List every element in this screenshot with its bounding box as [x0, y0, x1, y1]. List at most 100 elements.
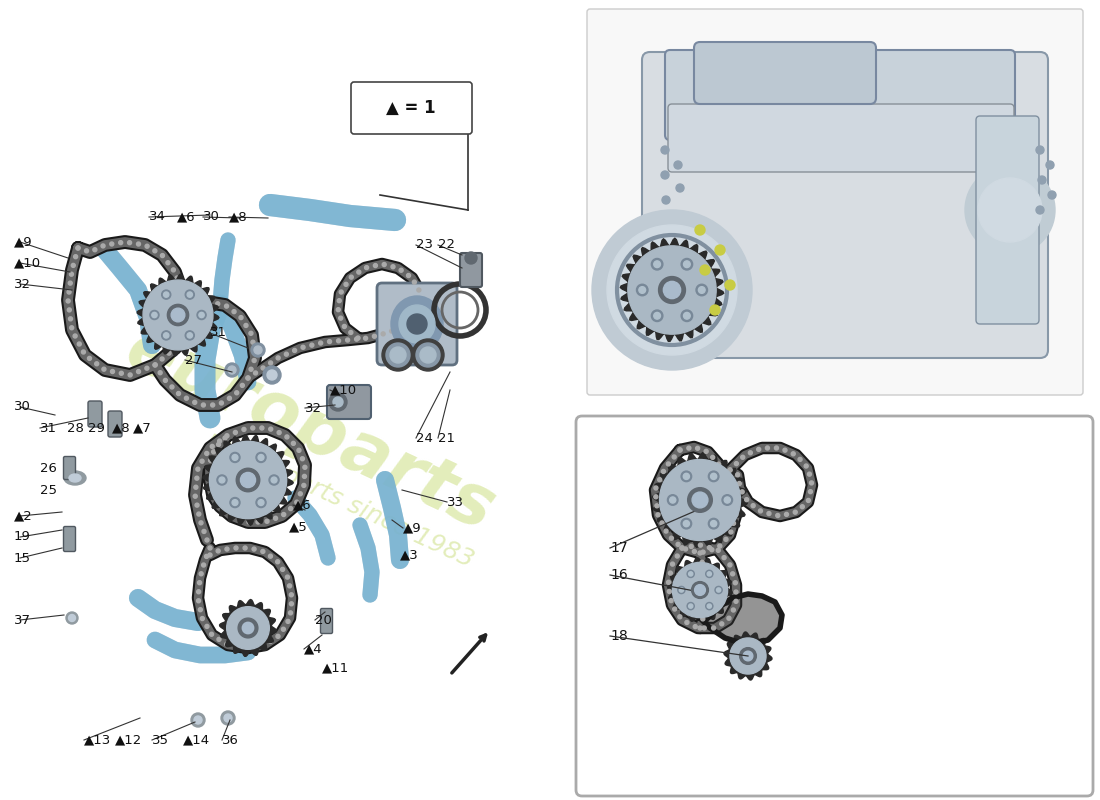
Circle shape: [688, 570, 694, 578]
Circle shape: [238, 618, 257, 638]
Circle shape: [153, 249, 157, 253]
Polygon shape: [138, 274, 219, 356]
Circle shape: [707, 546, 712, 550]
Circle shape: [767, 511, 771, 515]
Circle shape: [230, 453, 240, 462]
Circle shape: [662, 196, 670, 204]
Polygon shape: [724, 632, 772, 680]
Circle shape: [208, 546, 212, 550]
Circle shape: [261, 643, 264, 647]
Text: ▲3: ▲3: [400, 549, 419, 562]
Circle shape: [234, 546, 238, 550]
FancyBboxPatch shape: [88, 401, 102, 427]
Circle shape: [285, 352, 288, 356]
Circle shape: [373, 334, 376, 338]
Circle shape: [234, 390, 239, 394]
Circle shape: [708, 471, 719, 482]
Circle shape: [748, 450, 752, 454]
Circle shape: [274, 516, 277, 520]
Circle shape: [704, 450, 708, 454]
Circle shape: [397, 325, 401, 329]
Circle shape: [692, 582, 708, 598]
Circle shape: [712, 626, 716, 630]
Circle shape: [175, 276, 179, 280]
Circle shape: [730, 572, 735, 576]
Circle shape: [676, 542, 680, 546]
Circle shape: [707, 604, 712, 608]
Circle shape: [735, 462, 738, 466]
Circle shape: [174, 328, 178, 332]
Circle shape: [76, 246, 80, 250]
Text: 25: 25: [40, 483, 57, 497]
Circle shape: [172, 337, 175, 341]
Circle shape: [185, 331, 195, 340]
Circle shape: [688, 488, 713, 512]
Circle shape: [194, 494, 197, 498]
Circle shape: [119, 371, 123, 375]
Text: 26: 26: [40, 462, 57, 474]
Circle shape: [72, 263, 75, 267]
Circle shape: [680, 546, 684, 550]
Circle shape: [339, 290, 343, 294]
Circle shape: [1036, 146, 1044, 154]
Circle shape: [354, 337, 359, 341]
Circle shape: [654, 504, 659, 508]
Circle shape: [673, 607, 676, 611]
Circle shape: [681, 471, 692, 482]
Circle shape: [407, 314, 427, 334]
Circle shape: [730, 486, 734, 490]
Circle shape: [161, 254, 164, 258]
Circle shape: [724, 538, 728, 542]
Circle shape: [194, 486, 198, 490]
Circle shape: [678, 448, 682, 452]
Circle shape: [728, 468, 732, 472]
Circle shape: [167, 304, 188, 326]
Circle shape: [698, 286, 705, 294]
Circle shape: [685, 621, 689, 625]
Circle shape: [209, 458, 212, 462]
Circle shape: [199, 312, 205, 318]
Text: 22: 22: [438, 238, 455, 251]
Circle shape: [208, 477, 212, 481]
Circle shape: [180, 329, 185, 333]
FancyBboxPatch shape: [64, 526, 76, 551]
Circle shape: [143, 280, 213, 350]
FancyBboxPatch shape: [976, 116, 1040, 324]
Circle shape: [661, 146, 669, 154]
Circle shape: [732, 608, 735, 612]
Circle shape: [183, 312, 187, 316]
Circle shape: [288, 611, 293, 615]
Circle shape: [69, 326, 74, 330]
Circle shape: [167, 351, 170, 355]
Circle shape: [258, 500, 264, 506]
Circle shape: [653, 261, 660, 267]
Circle shape: [199, 572, 204, 576]
Circle shape: [364, 336, 367, 340]
FancyBboxPatch shape: [694, 42, 876, 104]
Circle shape: [227, 606, 270, 650]
Circle shape: [192, 400, 197, 404]
Circle shape: [233, 430, 238, 434]
Circle shape: [226, 547, 229, 551]
Circle shape: [236, 468, 260, 492]
Circle shape: [277, 430, 282, 434]
Circle shape: [210, 444, 214, 448]
Circle shape: [228, 396, 231, 400]
Circle shape: [689, 572, 693, 576]
Circle shape: [68, 281, 73, 285]
Circle shape: [195, 503, 199, 507]
Circle shape: [158, 370, 162, 374]
Circle shape: [242, 622, 254, 634]
Text: ▲8: ▲8: [112, 422, 131, 434]
Text: 37: 37: [14, 614, 31, 626]
Circle shape: [678, 614, 682, 618]
Circle shape: [205, 625, 209, 629]
Circle shape: [734, 590, 738, 594]
Circle shape: [166, 261, 169, 265]
Circle shape: [728, 468, 732, 472]
Circle shape: [232, 500, 238, 506]
Circle shape: [217, 502, 221, 506]
Circle shape: [399, 268, 404, 272]
Circle shape: [232, 310, 236, 314]
Circle shape: [197, 590, 200, 594]
